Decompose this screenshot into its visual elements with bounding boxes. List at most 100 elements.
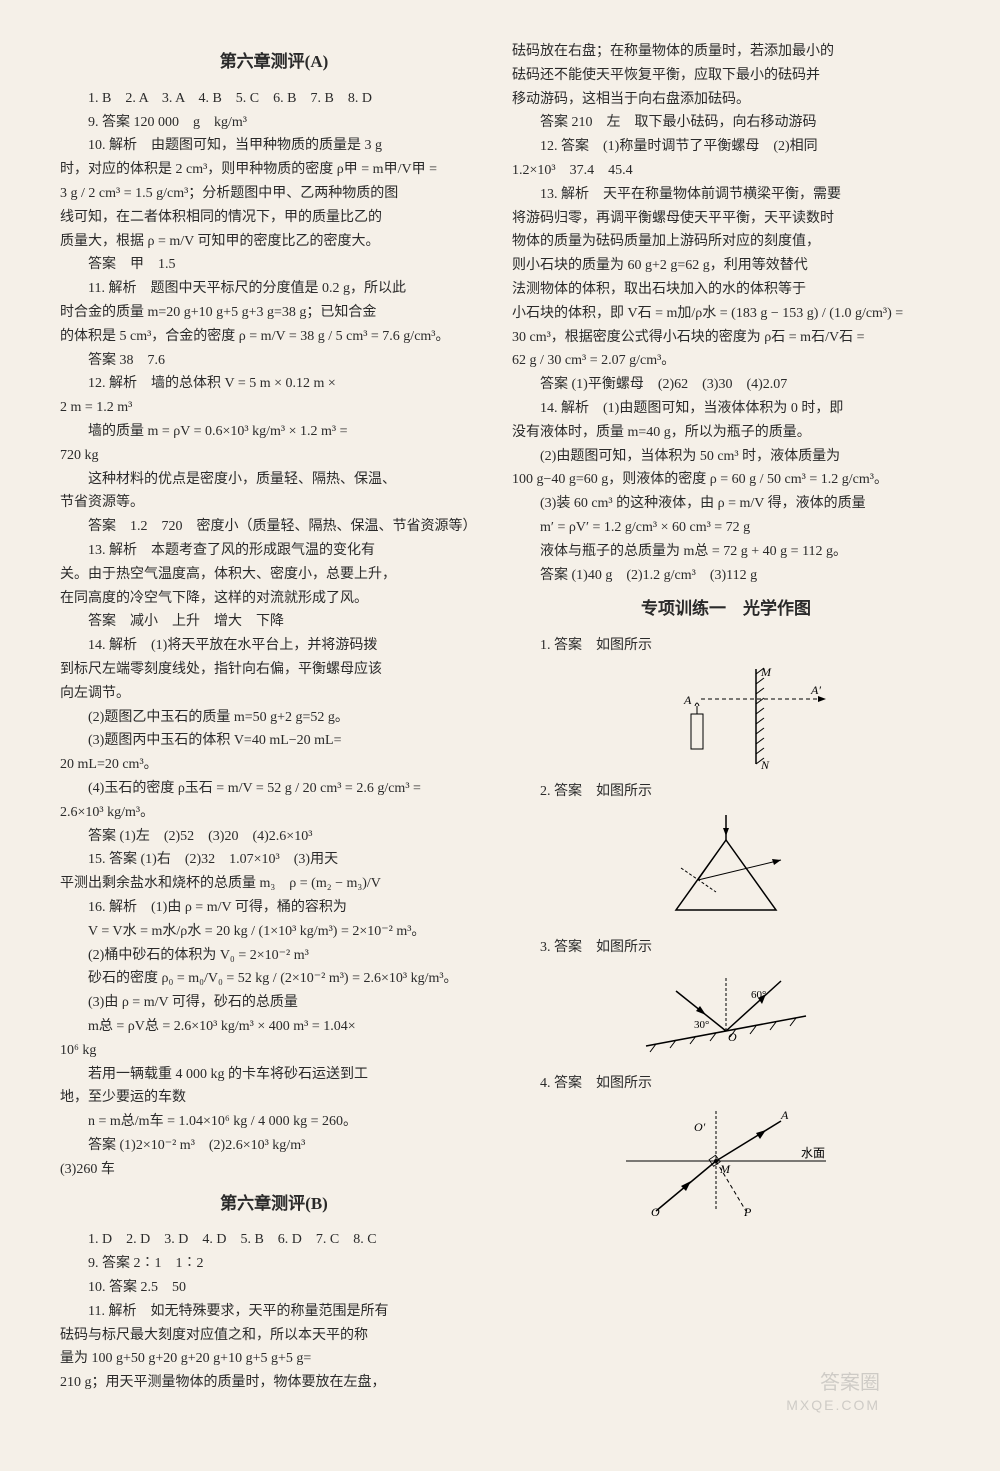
text: 移动游码，这相当于向右盘添加砝码。	[512, 88, 940, 112]
d4-label: 4. 答案 如图所示	[512, 1072, 940, 1096]
svg-text:A′: A′	[810, 683, 821, 697]
q16-a: 16. 解析 (1)由 ρ = m/V 可得，桶的容积为	[60, 896, 488, 920]
text: 砂石的密度 ρ₀ = m₀/V₀ = 52 kg / (2×10⁻² m³) =…	[60, 967, 488, 991]
text: (3)由 ρ = m/V 可得，砂石的总质量	[60, 991, 488, 1015]
svg-text:N: N	[760, 758, 770, 772]
text: m′ = ρV′ = 1.2 g/cm³ × 60 cm³ = 72 g	[512, 516, 940, 540]
text: 这种材料的优点是密度小，质量轻、隔热、保温、	[60, 468, 488, 492]
text: 质量大，根据 ρ = m/V 可知甲的密度比乙的密度大。	[60, 230, 488, 254]
text: 到标尺左端零刻度线处，指针向右偏，平衡螺母应该	[60, 658, 488, 682]
text: 将游码归零，再调平衡螺母使天平平衡，天平读数时	[512, 207, 940, 231]
text: 法测物体的体积，取出石块加入的水的体积等于	[512, 278, 940, 302]
q15-a: 15. 答案 (1)右 (2)32 1.07×10³ (3)用天	[60, 848, 488, 872]
diagram-4-refraction: 水面 O A P O′ M	[616, 1101, 836, 1221]
text: (2)由题图可知，当体积为 50 cm³ 时，液体质量为	[512, 445, 940, 469]
svg-text:O: O	[728, 1030, 737, 1044]
text: (4)玉石的密度 ρ玉石 = m/V = 52 g / 20 cm³ = 2.6…	[60, 777, 488, 801]
text: 线可知，在二者体积相同的情况下，甲的质量比乙的	[60, 206, 488, 230]
text: 2.6×10³ kg/m³。	[60, 801, 488, 825]
answer: 答案 (1)2×10⁻² m³ (2)2.6×10³ kg/m³	[60, 1134, 488, 1158]
text: 量为 100 g+50 g+20 g+20 g+10 g+5 g+5 g=	[60, 1347, 488, 1371]
d3-label: 3. 答案 如图所示	[512, 936, 940, 960]
text: 墙的质量 m = ρV = 0.6×10³ kg/m³ × 1.2 m³ =	[60, 420, 488, 444]
q11-b: 11. 解析 如无特殊要求，天平的称量范围是所有	[60, 1300, 488, 1324]
answer: 答案 210 左 取下最小砝码，向右移动游码	[512, 111, 940, 135]
text: 3 g / 2 cm³ = 1.5 g/cm³；分析题图中甲、乙两种物质的图	[60, 182, 488, 206]
text: (3)题图丙中玉石的体积 V=40 mL−20 mL=	[60, 729, 488, 753]
svg-text:P: P	[743, 1205, 752, 1219]
q9-a: 9. 答案 120 000 g kg/m³	[60, 111, 488, 135]
text: 砝码放在右盘；在称量物体的质量时，若添加最小的	[512, 40, 940, 64]
text: n = m总/m车 = 1.04×10⁶ kg / 4 000 kg = 260…	[60, 1110, 488, 1134]
svg-text:水面: 水面	[801, 1146, 825, 1160]
answer: 答案 1.2 720 密度小（质量轻、隔热、保温、节省资源等）	[60, 515, 488, 539]
title-optics: 专项训练一 光学作图	[512, 595, 940, 624]
d2-label: 2. 答案 如图所示	[512, 780, 940, 804]
answer: 答案 (1)40 g (2)1.2 g/cm³ (3)112 g	[512, 564, 940, 588]
svg-text:M: M	[760, 665, 772, 679]
answer: 答案 减小 上升 增大 下降	[60, 610, 488, 634]
q12-b: 12. 答案 (1)称量时调节了平衡螺母 (2)相同	[512, 135, 940, 159]
text: 没有液体时，质量 m=40 g，所以为瓶子的质量。	[512, 421, 940, 445]
text: m总 = ρV总 = 2.6×10³ kg/m³ × 400 m³ = 1.04…	[60, 1015, 488, 1039]
text: 关。由于热空气温度高，体积大、密度小，总要上升，	[60, 563, 488, 587]
text: V = V水 = m水/ρ水 = 20 kg / (1×10³ kg/m³) =…	[60, 920, 488, 944]
text: (3)装 60 cm³ 的这种液体，由 ρ = m/V 得，液体的质量	[512, 492, 940, 516]
text: 节省资源等。	[60, 491, 488, 515]
q12-a: 12. 解析 墙的总体积 V = 5 m × 0.12 m ×	[60, 372, 488, 396]
q10-a: 10. 解析 由题图可知，当甲种物质的质量是 3 g	[60, 134, 488, 158]
text: (2)题图乙中玉石的质量 m=50 g+2 g=52 g。	[60, 706, 488, 730]
svg-text:O: O	[651, 1205, 660, 1219]
answer: (3)260 车	[60, 1158, 488, 1182]
text: 地，至少要运的车数	[60, 1086, 488, 1110]
text: 砝码还不能使天平恢复平衡，应取下最小的砝码并	[512, 64, 940, 88]
q14-b: 14. 解析 (1)由题图可知，当液体体积为 0 时，即	[512, 397, 940, 421]
text: 在同高度的冷空气下降，这样的对流就形成了风。	[60, 587, 488, 611]
text: 1.2×10³ 37.4 45.4	[512, 159, 940, 183]
diagram-3-reflection: 30° 60° O	[626, 966, 826, 1066]
title-test-b: 第六章测评(B)	[60, 1190, 488, 1219]
answer: 答案 甲 1.5	[60, 253, 488, 277]
q10-b: 10. 答案 2.5 50	[60, 1276, 488, 1300]
mc-answers-b: 1. D 2. D 3. D 4. D 5. B 6. D 7. C 8. C	[60, 1228, 488, 1252]
text: 则小石块的质量为 60 g+2 g=62 g，利用等效替代	[512, 254, 940, 278]
svg-text:M: M	[719, 1162, 731, 1176]
svg-text:A: A	[683, 693, 692, 707]
text: 的体积是 5 cm³，合金的密度 ρ = m/V = 38 g / 5 cm³ …	[60, 325, 488, 349]
svg-text:O′: O′	[694, 1120, 706, 1134]
text: 液体与瓶子的总质量为 m总 = 72 g + 40 g = 112 g。	[512, 540, 940, 564]
text: 210 g；用天平测量物体的质量时，物体要放在左盘，	[60, 1371, 488, 1395]
text: 时合金的质量 m=20 g+10 g+5 g+3 g=38 g；已知合金	[60, 301, 488, 325]
svg-text:30°: 30°	[694, 1019, 709, 1031]
q13-b: 13. 解析 天平在称量物体前调节横梁平衡，需要	[512, 183, 940, 207]
answer: 答案 38 7.6	[60, 349, 488, 373]
text: 向左调节。	[60, 682, 488, 706]
diagram-1-mirror-candle: M N A A′	[616, 664, 836, 774]
text: 10⁶ kg	[60, 1039, 488, 1063]
diagram-2-prism	[636, 810, 816, 930]
text: 时，对应的体积是 2 cm³，则甲种物质的密度 ρ甲 = m甲/V甲 =	[60, 158, 488, 182]
q11-a: 11. 解析 题图中天平标尺的分度值是 0.2 g，所以此	[60, 277, 488, 301]
title-test-a: 第六章测评(A)	[60, 48, 488, 77]
text: 720 kg	[60, 444, 488, 468]
svg-text:60°: 60°	[751, 989, 766, 1001]
text: (2)桶中砂石的体积为 V₀ = 2×10⁻² m³	[60, 944, 488, 968]
text: 20 mL=20 cm³。	[60, 753, 488, 777]
text: 若用一辆载重 4 000 kg 的卡车将砂石运送到工	[60, 1063, 488, 1087]
q14-a: 14. 解析 (1)将天平放在水平台上，并将游码拨	[60, 634, 488, 658]
text: 小石块的体积，即 V石 = m加/ρ水 = (183 g − 153 g) / …	[512, 302, 940, 326]
q13-a: 13. 解析 本题考查了风的形成跟气温的变化有	[60, 539, 488, 563]
watermark-url: MXQE.COM	[786, 1394, 880, 1418]
svg-text:A: A	[780, 1108, 789, 1122]
answer: 答案 (1)平衡螺母 (2)62 (3)30 (4)2.07	[512, 373, 940, 397]
text: 砝码与标尺最大刻度对应值之和，所以本天平的称	[60, 1324, 488, 1348]
d1-label: 1. 答案 如图所示	[512, 634, 940, 658]
answer: 答案 (1)左 (2)52 (3)20 (4)2.6×10³	[60, 825, 488, 849]
text: 100 g−40 g=60 g，则液体的密度 ρ = 60 g / 50 cm³…	[512, 468, 940, 492]
text: 平测出剩余盐水和烧杯的总质量 m₃ ρ = (m₂ − m₃)/V	[60, 872, 488, 896]
text: 62 g / 30 cm³ = 2.07 g/cm³。	[512, 349, 940, 373]
q9-b: 9. 答案 2∶1 1∶2	[60, 1252, 488, 1276]
text: 物体的质量为砝码质量加上游码所对应的刻度值，	[512, 230, 940, 254]
text: 30 cm³，根据密度公式得小石块的密度为 ρ石 = m石/V石 =	[512, 326, 940, 350]
mc-answers-a: 1. B 2. A 3. A 4. B 5. C 6. B 7. B 8. D	[60, 87, 488, 111]
